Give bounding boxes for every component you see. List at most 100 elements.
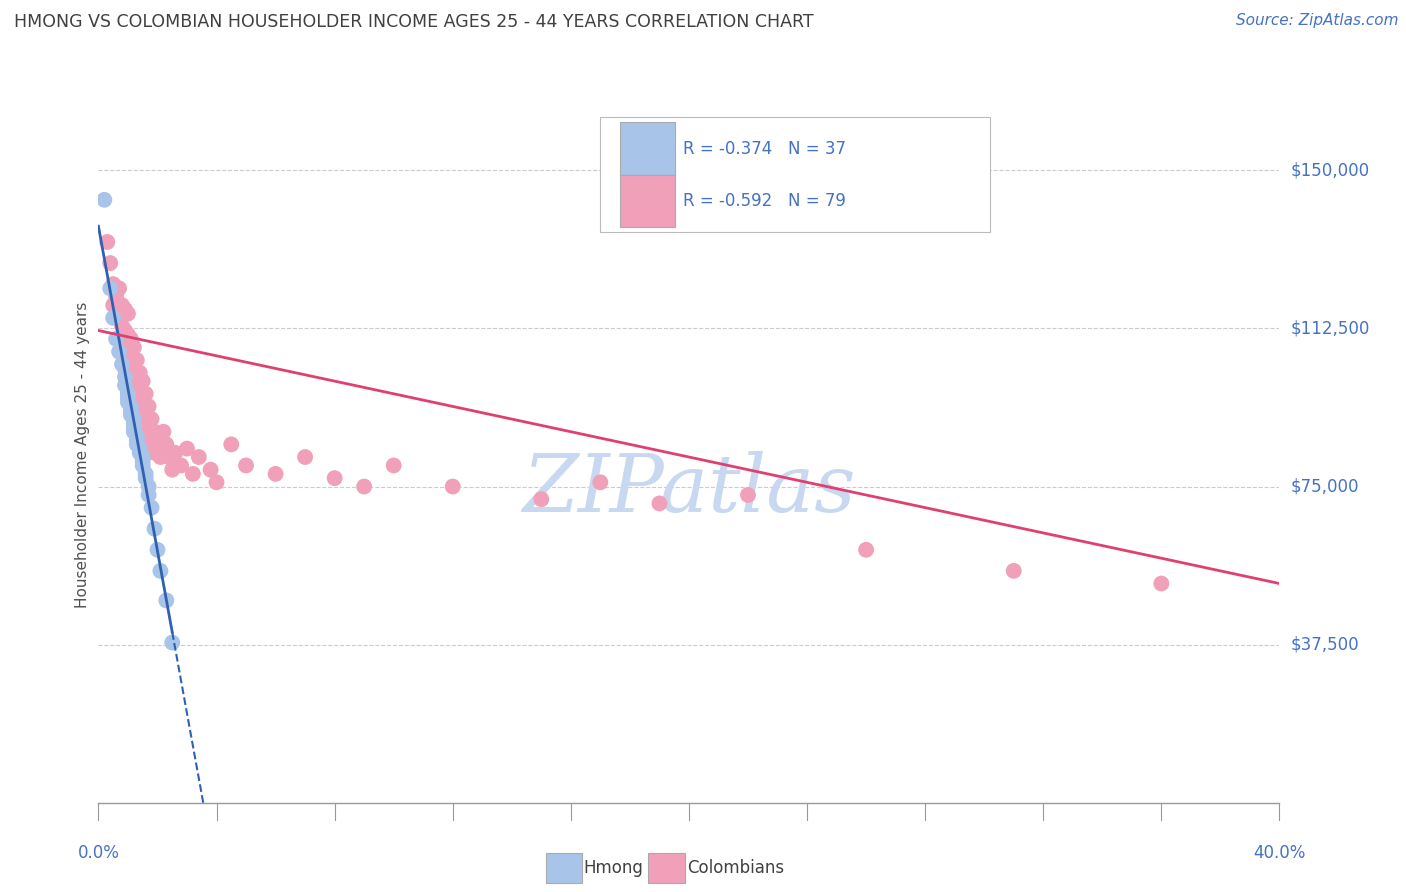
Point xyxy=(108,332,131,346)
Point xyxy=(128,386,150,401)
Point xyxy=(219,437,242,451)
Point xyxy=(111,319,134,334)
Point xyxy=(162,463,183,477)
Point xyxy=(205,475,228,490)
Point xyxy=(105,332,128,346)
Point xyxy=(138,488,160,502)
Point xyxy=(132,458,155,473)
Point xyxy=(128,446,150,460)
Text: $150,000: $150,000 xyxy=(1291,161,1369,179)
Point xyxy=(141,412,163,426)
Point xyxy=(157,450,180,464)
Point xyxy=(855,542,877,557)
Point xyxy=(135,386,157,401)
Point xyxy=(135,467,157,481)
FancyBboxPatch shape xyxy=(620,122,675,175)
Point xyxy=(187,450,209,464)
Point xyxy=(235,458,257,473)
Point xyxy=(162,635,183,649)
Point xyxy=(181,467,204,481)
Text: Source: ZipAtlas.com: Source: ZipAtlas.com xyxy=(1236,13,1399,29)
Point xyxy=(138,420,160,434)
Point xyxy=(141,500,163,515)
Point xyxy=(128,403,150,417)
Point xyxy=(117,391,139,405)
Point xyxy=(103,298,125,312)
Text: 40.0%: 40.0% xyxy=(1253,845,1306,863)
Point xyxy=(120,353,142,368)
Point xyxy=(530,492,553,507)
Point xyxy=(149,450,172,464)
Point xyxy=(98,281,121,295)
Point xyxy=(114,340,136,354)
Point xyxy=(125,374,148,388)
Point xyxy=(111,357,134,371)
Point xyxy=(135,471,157,485)
Point xyxy=(132,395,155,409)
Point xyxy=(117,327,139,342)
Point xyxy=(120,400,142,414)
Point xyxy=(105,290,128,304)
Point xyxy=(165,446,187,460)
Text: $112,500: $112,500 xyxy=(1291,319,1369,337)
Point xyxy=(117,386,139,401)
Point xyxy=(108,344,131,359)
Point xyxy=(120,408,142,422)
Point xyxy=(114,302,136,317)
Point xyxy=(146,542,169,557)
Point xyxy=(141,433,163,447)
Point xyxy=(176,442,198,456)
Text: $75,000: $75,000 xyxy=(1291,477,1360,496)
Point xyxy=(294,450,316,464)
Point xyxy=(117,349,139,363)
Point xyxy=(132,374,155,388)
Point xyxy=(122,340,145,354)
Point xyxy=(441,479,464,493)
Point xyxy=(143,446,166,460)
Point xyxy=(648,496,671,510)
Point xyxy=(1150,576,1173,591)
Point xyxy=(114,378,136,392)
Point xyxy=(737,488,759,502)
Point xyxy=(132,450,155,464)
Point xyxy=(138,442,160,456)
Point xyxy=(122,361,145,376)
Point xyxy=(111,298,134,312)
Point xyxy=(382,458,405,473)
Point xyxy=(117,307,139,321)
Point xyxy=(114,361,136,376)
Point xyxy=(122,400,145,414)
Text: $37,500: $37,500 xyxy=(1291,636,1360,654)
Point xyxy=(132,417,155,431)
Point xyxy=(111,344,134,359)
Text: Colombians: Colombians xyxy=(688,859,785,877)
Point xyxy=(132,437,155,451)
Point xyxy=(125,433,148,447)
Text: HMONG VS COLOMBIAN HOUSEHOLDER INCOME AGES 25 - 44 YEARS CORRELATION CHART: HMONG VS COLOMBIAN HOUSEHOLDER INCOME AG… xyxy=(14,13,814,31)
Point xyxy=(125,412,148,426)
Point xyxy=(143,425,166,439)
Point xyxy=(138,479,160,493)
Point xyxy=(98,256,121,270)
Point xyxy=(122,425,145,439)
Point xyxy=(125,437,148,451)
Point xyxy=(122,417,145,431)
Point xyxy=(114,370,136,384)
Point xyxy=(122,420,145,434)
Point xyxy=(138,400,160,414)
Point xyxy=(108,281,131,295)
Point xyxy=(114,324,136,338)
Point xyxy=(152,425,174,439)
Point xyxy=(135,408,157,422)
Point xyxy=(117,386,139,401)
Point xyxy=(125,353,148,368)
Point xyxy=(132,454,155,468)
Text: Hmong: Hmong xyxy=(583,859,644,877)
Text: 0.0%: 0.0% xyxy=(77,845,120,863)
Point xyxy=(96,235,118,249)
Point xyxy=(135,429,157,443)
Point xyxy=(122,378,145,392)
Point xyxy=(170,458,193,473)
Point xyxy=(117,386,139,401)
Point xyxy=(93,193,115,207)
